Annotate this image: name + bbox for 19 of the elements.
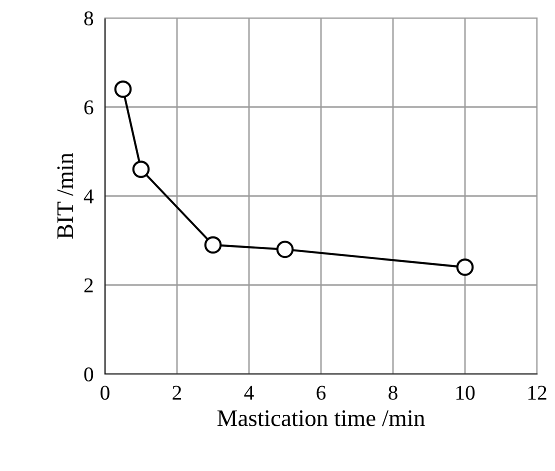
x-tick-label: 0	[100, 386, 110, 400]
x-tick-label: 6	[316, 386, 326, 400]
y-tick-label: 6	[84, 100, 94, 114]
y-axis-title: BIT /min	[57, 152, 74, 239]
point	[456, 258, 474, 276]
point	[276, 240, 294, 258]
point	[114, 80, 132, 98]
x-tick-label: 2	[172, 386, 182, 400]
x-tick-label: 10	[456, 386, 475, 400]
x-axis-title: Mastication time /min	[217, 410, 425, 426]
point	[132, 160, 150, 178]
y-tick-label: 4	[84, 190, 94, 204]
x-tick-label: 12	[528, 386, 546, 400]
x-tick-label: 8	[388, 386, 398, 400]
y-tick-label: 2	[84, 278, 93, 292]
y-tick-label: 0	[84, 367, 94, 382]
y-tick-label: 8	[84, 11, 94, 26]
x-tick-label: 4	[244, 386, 254, 400]
point	[204, 236, 222, 254]
